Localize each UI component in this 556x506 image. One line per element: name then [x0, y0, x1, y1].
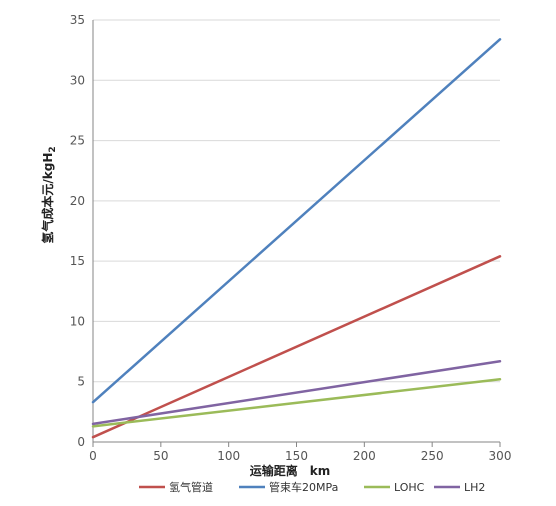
- legend-label: 氢气管道: [169, 480, 213, 494]
- x-tick-label: 250: [421, 449, 444, 463]
- legend-label: LH2: [464, 481, 485, 494]
- legend-label: LOHC: [394, 481, 425, 494]
- y-tick-label: 20: [70, 194, 85, 208]
- y-axis-title-text: 氢气成本元/kgH2: [40, 146, 58, 243]
- x-tick-label: 150: [285, 449, 308, 463]
- y-axis-title-main: 氢气成本: [40, 196, 55, 244]
- y-tick-label: 5: [77, 375, 85, 389]
- y-tick-label: 0: [77, 435, 85, 449]
- x-tick-label: 300: [489, 449, 512, 463]
- series-line-3: [91, 359, 502, 426]
- series-lines: [91, 38, 502, 439]
- x-tick-label: 50: [153, 449, 168, 463]
- series-line-1: [91, 38, 502, 404]
- legend: 氢气管道 管束车20MPa LOHC LH2: [139, 480, 485, 494]
- y-axis-title: 氢气成本元/kgH2: [40, 146, 58, 243]
- y-axis-title-unit: 元/kgH: [41, 153, 55, 196]
- y-tick-label: 15: [70, 254, 85, 268]
- tick-labels: 0 5 10 15 20 25 30 35 0 50 100 150 200 250 300: [70, 13, 512, 463]
- y-tick-label: 30: [70, 73, 85, 87]
- y-tick-label: 25: [70, 134, 85, 148]
- x-tick-label: 100: [217, 449, 240, 463]
- x-tick-label: 200: [353, 449, 376, 463]
- series-line-2: [91, 378, 502, 428]
- y-tick-label: 35: [70, 13, 85, 27]
- legend-label: 管束车20MPa: [269, 480, 338, 494]
- y-axis-title-subscript: 2: [48, 146, 58, 152]
- x-axis-title: 运输距离 km: [250, 463, 331, 478]
- series-line-0: [91, 255, 502, 439]
- grid-lines: [93, 19, 500, 383]
- y-tick-label: 10: [70, 314, 85, 328]
- x-tick-label: 0: [89, 449, 97, 463]
- axes: [92, 20, 501, 447]
